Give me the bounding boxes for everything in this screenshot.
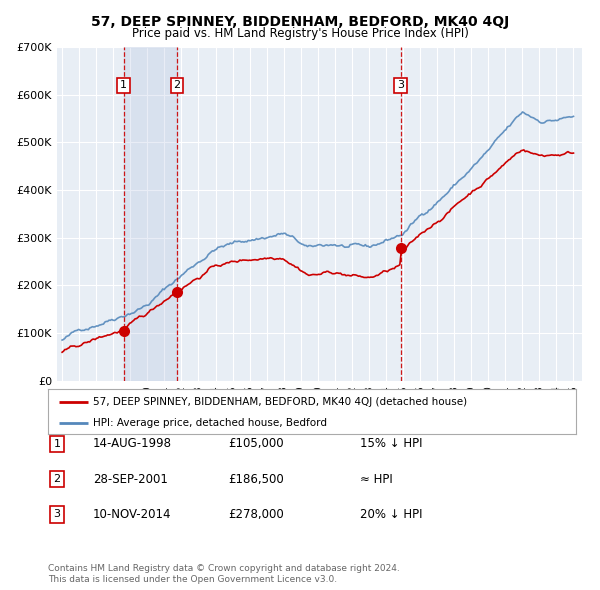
Bar: [124, 47, 177, 381]
Text: 1: 1: [53, 439, 61, 448]
Text: Contains HM Land Registry data © Crown copyright and database right 2024.: Contains HM Land Registry data © Crown c…: [48, 565, 400, 573]
Text: This data is licensed under the Open Government Licence v3.0.: This data is licensed under the Open Gov…: [48, 575, 337, 584]
Text: 20% ↓ HPI: 20% ↓ HPI: [360, 508, 422, 521]
Text: £105,000: £105,000: [228, 437, 284, 450]
Text: 3: 3: [397, 80, 404, 90]
Text: 28-SEP-2001: 28-SEP-2001: [93, 473, 168, 486]
Text: ≈ HPI: ≈ HPI: [360, 473, 393, 486]
Text: 2: 2: [173, 80, 181, 90]
Text: Price paid vs. HM Land Registry's House Price Index (HPI): Price paid vs. HM Land Registry's House …: [131, 27, 469, 40]
Text: HPI: Average price, detached house, Bedford: HPI: Average price, detached house, Bedf…: [93, 418, 327, 428]
Text: 2: 2: [53, 474, 61, 484]
Text: 57, DEEP SPINNEY, BIDDENHAM, BEDFORD, MK40 4QJ: 57, DEEP SPINNEY, BIDDENHAM, BEDFORD, MK…: [91, 15, 509, 29]
Text: 14-AUG-1998: 14-AUG-1998: [93, 437, 172, 450]
Text: £278,000: £278,000: [228, 508, 284, 521]
Text: £186,500: £186,500: [228, 473, 284, 486]
Text: 1: 1: [120, 80, 127, 90]
Text: 57, DEEP SPINNEY, BIDDENHAM, BEDFORD, MK40 4QJ (detached house): 57, DEEP SPINNEY, BIDDENHAM, BEDFORD, MK…: [93, 397, 467, 407]
Text: 3: 3: [53, 510, 61, 519]
Text: 15% ↓ HPI: 15% ↓ HPI: [360, 437, 422, 450]
Text: 10-NOV-2014: 10-NOV-2014: [93, 508, 172, 521]
